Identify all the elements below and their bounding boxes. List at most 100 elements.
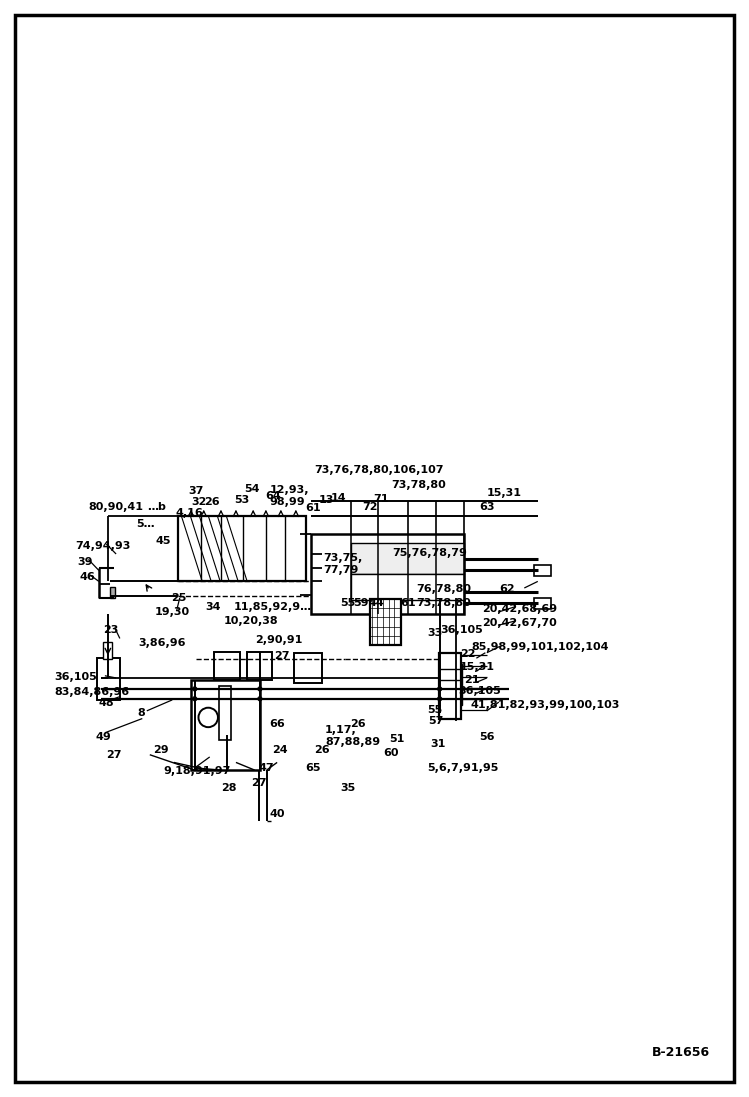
Text: 39: 39 bbox=[77, 556, 93, 567]
Text: 34: 34 bbox=[205, 601, 221, 612]
Text: 19,30: 19,30 bbox=[154, 607, 189, 618]
Text: 66: 66 bbox=[270, 719, 285, 730]
Text: 10,20,38: 10,20,38 bbox=[223, 615, 278, 626]
Text: 83,84,86,96: 83,84,86,96 bbox=[54, 687, 129, 698]
Bar bbox=[534, 598, 551, 609]
Bar bbox=[219, 686, 231, 740]
Circle shape bbox=[437, 687, 442, 691]
Text: 72: 72 bbox=[363, 501, 378, 512]
Bar bbox=[311, 534, 464, 614]
Text: 63: 63 bbox=[479, 501, 495, 512]
Text: 53: 53 bbox=[234, 495, 249, 506]
Circle shape bbox=[437, 697, 442, 701]
Text: 41,81,82,93,99,100,103: 41,81,82,93,99,100,103 bbox=[470, 700, 619, 711]
Text: 27: 27 bbox=[251, 778, 267, 789]
Circle shape bbox=[258, 687, 262, 691]
Bar bbox=[351, 574, 464, 600]
Circle shape bbox=[198, 708, 218, 727]
Text: 24: 24 bbox=[272, 745, 288, 756]
Circle shape bbox=[258, 697, 262, 701]
Text: 80,90,41: 80,90,41 bbox=[88, 501, 143, 512]
Text: 29: 29 bbox=[154, 745, 169, 756]
Text: 76,78,80: 76,78,80 bbox=[416, 584, 471, 595]
Text: 23: 23 bbox=[103, 624, 119, 635]
Text: 20,42,67,70: 20,42,67,70 bbox=[482, 618, 557, 629]
Text: 28: 28 bbox=[221, 782, 237, 793]
Text: 48: 48 bbox=[99, 698, 115, 709]
Text: 2,90,91: 2,90,91 bbox=[255, 634, 302, 645]
Text: 36,105: 36,105 bbox=[440, 624, 483, 635]
Text: 57: 57 bbox=[428, 715, 444, 726]
Bar bbox=[214, 652, 240, 680]
Text: 5,6,7,91,95: 5,6,7,91,95 bbox=[427, 762, 498, 773]
Text: B-21656: B-21656 bbox=[652, 1047, 710, 1059]
Bar bbox=[103, 642, 112, 659]
Text: 14: 14 bbox=[331, 493, 347, 504]
Text: 26: 26 bbox=[351, 719, 366, 730]
Text: 15,31: 15,31 bbox=[487, 487, 522, 498]
Text: 9,18,91,97: 9,18,91,97 bbox=[163, 766, 231, 777]
Bar bbox=[440, 656, 456, 713]
Text: 61: 61 bbox=[400, 598, 416, 609]
Text: 26: 26 bbox=[315, 745, 330, 756]
Bar bbox=[351, 543, 464, 574]
Text: 61: 61 bbox=[306, 502, 321, 513]
Text: 8: 8 bbox=[137, 708, 145, 719]
Bar bbox=[178, 516, 306, 581]
Text: 55: 55 bbox=[427, 704, 442, 715]
Text: 54: 54 bbox=[244, 484, 260, 495]
Text: 46: 46 bbox=[79, 572, 95, 583]
Text: 65: 65 bbox=[306, 762, 321, 773]
Text: 4,16: 4,16 bbox=[175, 508, 203, 519]
Text: 31: 31 bbox=[431, 738, 446, 749]
Text: 62: 62 bbox=[499, 584, 515, 595]
Bar bbox=[97, 658, 120, 700]
Text: 37: 37 bbox=[189, 486, 204, 497]
Text: 44: 44 bbox=[369, 598, 384, 609]
Text: 22: 22 bbox=[460, 648, 476, 659]
Text: 51: 51 bbox=[389, 734, 405, 745]
Text: 3,86,96: 3,86,96 bbox=[138, 637, 185, 648]
Text: 73,78,80: 73,78,80 bbox=[416, 598, 471, 609]
Text: 5…: 5… bbox=[136, 519, 155, 530]
Text: 27: 27 bbox=[274, 651, 290, 661]
Text: 73,78,80: 73,78,80 bbox=[391, 479, 446, 490]
Text: 13: 13 bbox=[318, 495, 334, 506]
Bar bbox=[534, 565, 551, 576]
Text: 21: 21 bbox=[464, 675, 480, 686]
Bar bbox=[110, 587, 115, 598]
Bar bbox=[439, 653, 461, 719]
Text: 75,76,78,79: 75,76,78,79 bbox=[392, 547, 467, 558]
Text: 59: 59 bbox=[354, 598, 369, 609]
Text: 71: 71 bbox=[373, 494, 389, 505]
Bar bbox=[294, 653, 322, 683]
Bar bbox=[456, 664, 462, 705]
Text: 73,75,
77,79: 73,75, 77,79 bbox=[324, 553, 363, 575]
Text: 60: 60 bbox=[383, 747, 399, 758]
Text: 85,98,99,101,102,104: 85,98,99,101,102,104 bbox=[472, 642, 610, 653]
Text: 35: 35 bbox=[341, 782, 356, 793]
Text: 40: 40 bbox=[270, 808, 285, 819]
Text: 49: 49 bbox=[95, 732, 111, 743]
Text: …b: …b bbox=[147, 501, 166, 512]
Text: 36,105: 36,105 bbox=[54, 671, 97, 682]
Text: 1,17,
87,88,89: 1,17, 87,88,89 bbox=[325, 725, 380, 747]
Text: 27: 27 bbox=[106, 749, 122, 760]
Circle shape bbox=[192, 697, 197, 701]
Text: 11,85,92,9…: 11,85,92,9… bbox=[234, 601, 312, 612]
Circle shape bbox=[192, 687, 197, 691]
Text: 74,94,93: 74,94,93 bbox=[75, 541, 130, 552]
Text: 36,105: 36,105 bbox=[458, 686, 501, 697]
Text: 47: 47 bbox=[258, 762, 274, 773]
Bar bbox=[191, 680, 260, 770]
Text: 32: 32 bbox=[192, 497, 207, 508]
Text: 73,76,78,80,106,107: 73,76,78,80,106,107 bbox=[315, 464, 444, 475]
Text: 15,31: 15,31 bbox=[460, 661, 495, 672]
Text: 64: 64 bbox=[265, 490, 281, 501]
Text: 55: 55 bbox=[340, 598, 355, 609]
Text: 45: 45 bbox=[156, 535, 172, 546]
Text: 12,93,
98,99: 12,93, 98,99 bbox=[270, 485, 309, 507]
Text: 26: 26 bbox=[204, 497, 219, 508]
Bar bbox=[247, 652, 272, 680]
Bar bbox=[370, 599, 401, 645]
